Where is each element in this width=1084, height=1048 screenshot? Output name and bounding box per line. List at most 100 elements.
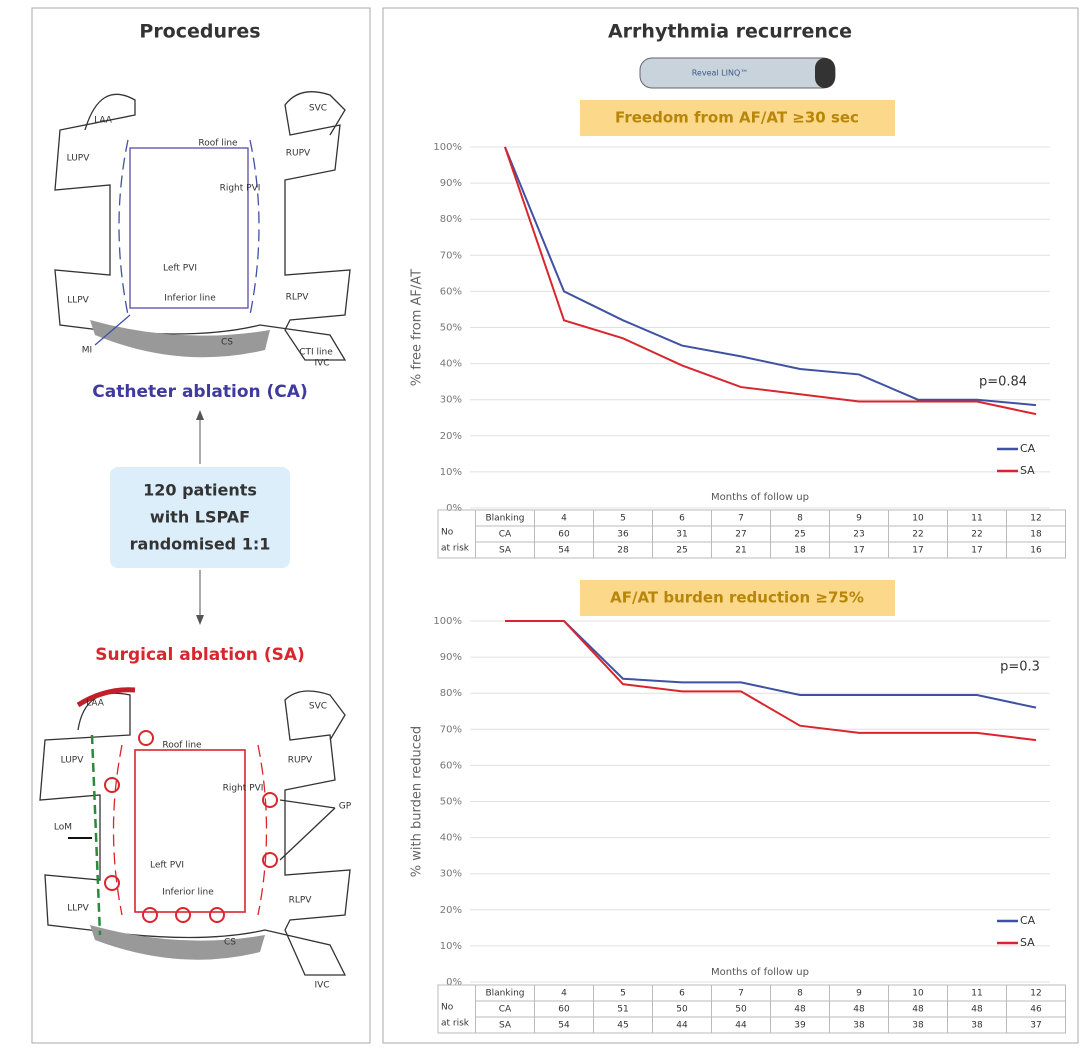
y-tick-label: 20% <box>440 905 462 916</box>
risk-cell: 25 <box>794 530 805 540</box>
risk-label: No <box>441 528 454 538</box>
diagram-label: Roof line <box>198 139 238 149</box>
table-header: Blanking <box>485 514 524 524</box>
risk-cell: 54 <box>558 546 570 556</box>
risk-label: at risk <box>441 544 470 554</box>
y-tick-label: 40% <box>440 833 462 844</box>
risk-label: No <box>441 1003 454 1013</box>
y-tick-label: 0% <box>446 503 462 514</box>
risk-cell: 48 <box>971 1005 983 1015</box>
diagram-label: RUPV <box>286 149 311 159</box>
diagram-label: IVC <box>314 359 329 369</box>
table-header: 11 <box>971 514 982 524</box>
table-header: 8 <box>797 514 803 524</box>
risk-cell: 28 <box>617 546 629 556</box>
legend-label: CA <box>1020 442 1036 455</box>
risk-cell: 51 <box>617 1005 628 1015</box>
risk-cell: 46 <box>1030 1005 1042 1015</box>
device-label: Reveal LINQ™ <box>692 69 749 78</box>
panel-title: Arrhythmia recurrence <box>608 21 852 43</box>
risk-cell: 18 <box>1030 530 1042 540</box>
y-tick-label: 10% <box>440 941 462 952</box>
risk-cell: 38 <box>971 1021 983 1031</box>
panel-title: Procedures <box>139 21 260 43</box>
y-tick-label: 60% <box>440 760 462 771</box>
y-tick-label: 50% <box>440 797 462 808</box>
y-tick-label: 80% <box>440 688 462 699</box>
diagram-label: Right PVI <box>220 184 261 194</box>
table-header: 9 <box>856 514 862 524</box>
diagram-label: RLPV <box>286 293 310 303</box>
page: Procedures Catheter ablation (CA) 120 pa… <box>0 0 1084 1048</box>
diagram-label: LAA <box>86 699 105 709</box>
risk-cell: 60 <box>558 530 570 540</box>
table-header: 7 <box>738 989 744 999</box>
diagram-label: MI <box>82 346 92 356</box>
risk-cell: 36 <box>617 530 629 540</box>
risk-cell: 23 <box>853 530 864 540</box>
table-header: 10 <box>912 514 924 524</box>
y-tick-label: 0% <box>446 977 462 988</box>
y-tick-label: 10% <box>440 467 462 478</box>
diagram-label: SVC <box>309 104 327 114</box>
risk-cell: 54 <box>558 1021 570 1031</box>
diagram-label: CS <box>224 938 236 948</box>
diagram-label: SVC <box>309 702 327 712</box>
risk-cell: 44 <box>676 1021 688 1031</box>
risk-cell: 16 <box>1030 546 1042 556</box>
device-image <box>815 58 835 88</box>
diagram-label: Left PVI <box>163 264 197 274</box>
x-axis-label: Months of follow up <box>711 967 809 978</box>
y-axis-label: % free from AF/AT <box>410 269 425 386</box>
risk-cell: 27 <box>735 530 746 540</box>
table-header: 4 <box>561 514 567 524</box>
table-header: 10 <box>912 989 924 999</box>
risk-cell: 39 <box>794 1021 806 1031</box>
diagram-label: CTI line <box>299 348 333 358</box>
table-header: 6 <box>679 514 685 524</box>
annotation: p=0.3 <box>1000 660 1040 675</box>
risk-cell: 31 <box>676 530 687 540</box>
table-header: 9 <box>856 989 862 999</box>
diagram-label: CS <box>221 338 233 348</box>
risk-row-name: SA <box>499 546 512 556</box>
patients-text: randomised 1:1 <box>130 535 271 554</box>
diagram-label: RLPV <box>289 896 313 906</box>
risk-cell: 17 <box>853 546 864 556</box>
risk-cell: 17 <box>971 546 982 556</box>
table-header: 7 <box>738 514 744 524</box>
table-header: 8 <box>797 989 803 999</box>
table-header: 5 <box>620 514 626 524</box>
figure: Procedures Catheter ablation (CA) 120 pa… <box>0 0 1084 1048</box>
y-tick-label: 100% <box>433 142 462 153</box>
diagram-label: LAA <box>94 116 113 126</box>
risk-cell: 21 <box>735 546 746 556</box>
risk-cell: 48 <box>853 1005 865 1015</box>
y-tick-label: 30% <box>440 869 462 880</box>
table-header: 5 <box>620 989 626 999</box>
y-tick-label: 30% <box>440 395 462 406</box>
risk-cell: 48 <box>912 1005 924 1015</box>
risk-cell: 38 <box>853 1021 865 1031</box>
diagram-label: LLPV <box>67 296 89 306</box>
y-tick-label: 50% <box>440 323 462 334</box>
diagram-label: RUPV <box>288 756 313 766</box>
legend-label: SA <box>1020 936 1035 949</box>
table-header: 6 <box>679 989 685 999</box>
patients-text: 120 patients <box>143 481 257 500</box>
diagram-label: LoM <box>54 823 72 833</box>
diagram-label: Inferior line <box>164 294 216 304</box>
table-header: Blanking <box>485 989 524 999</box>
risk-cell: 22 <box>912 530 923 540</box>
x-axis-label: Months of follow up <box>711 492 809 503</box>
diagram-label: Right PVI <box>223 784 264 794</box>
diagram-label: Roof line <box>162 741 202 751</box>
chart-title: Freedom from AF/AT ≥30 sec <box>615 109 859 127</box>
diagram-label: GP <box>339 802 352 812</box>
annotation: p=0.84 <box>979 375 1027 390</box>
diagram-label: LUPV <box>61 756 85 766</box>
legend-label: SA <box>1020 464 1035 477</box>
y-tick-label: 90% <box>440 178 462 189</box>
ca-label: Catheter ablation (CA) <box>92 382 307 402</box>
risk-cell: 25 <box>676 546 687 556</box>
